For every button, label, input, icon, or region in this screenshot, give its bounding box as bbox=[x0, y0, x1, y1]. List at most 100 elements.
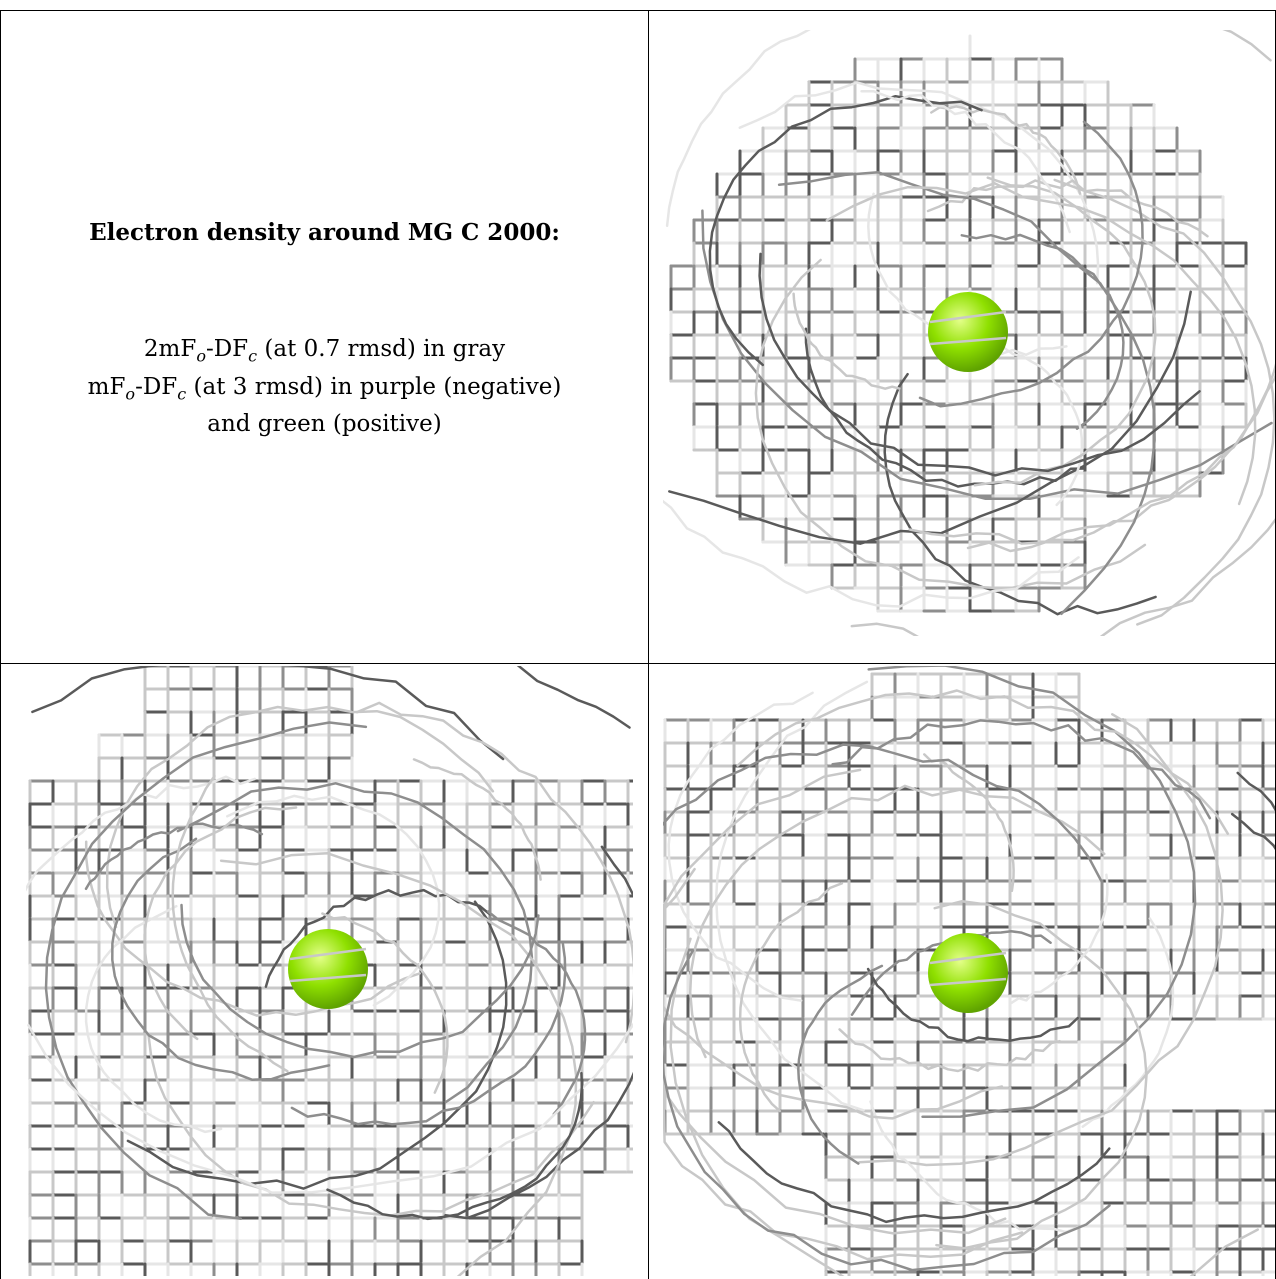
mesh-strand bbox=[738, 882, 844, 1113]
magnesium-ion-sphere bbox=[288, 929, 368, 1009]
caption-line1-a: 2mF bbox=[143, 336, 197, 362]
mesh-strand bbox=[663, 1004, 1004, 1120]
mesh-strand bbox=[1053, 178, 1275, 626]
mesh-segment bbox=[929, 951, 1007, 965]
mesh-strand bbox=[663, 867, 1024, 1261]
electron-density-mesh bbox=[663, 30, 1275, 636]
mesh-strand bbox=[926, 179, 1209, 238]
mesh-strand bbox=[663, 743, 1103, 882]
caption-cell: Electron density around MG C 2000: 2mFo-… bbox=[1, 11, 648, 663]
mesh-segment bbox=[289, 947, 367, 961]
mesh-strand bbox=[1081, 917, 1175, 1128]
electron-density-mesh bbox=[663, 666, 1275, 1276]
mesh-strand bbox=[147, 1033, 595, 1217]
mesh-strand bbox=[663, 949, 1111, 1272]
caption-line2-b: -DF bbox=[135, 373, 178, 400]
mesh-segment bbox=[929, 310, 1007, 324]
mesh-strand bbox=[111, 837, 331, 1081]
mesh-strand bbox=[825, 182, 1257, 506]
mesh-strand bbox=[717, 1121, 1111, 1224]
mesh-svg bbox=[26, 666, 633, 1276]
mesh-strand bbox=[918, 120, 1144, 408]
caption-title: Electron density around MG C 2000: bbox=[89, 219, 560, 246]
mesh-strand bbox=[1009, 873, 1109, 1005]
table-border-middle bbox=[0, 663, 1276, 664]
caption-line1-sub2: c bbox=[248, 346, 258, 366]
mesh-strand bbox=[858, 713, 1224, 1167]
mesh-strand bbox=[321, 912, 449, 1094]
mesh-strand bbox=[838, 1028, 1061, 1073]
mesh-strand bbox=[923, 753, 1015, 893]
mesh-strand bbox=[867, 192, 1068, 357]
caption-line2-c: (at 3 rmsd) in purple (negative) bbox=[186, 373, 562, 400]
mesh-svg bbox=[663, 30, 1275, 636]
mesh-strand bbox=[738, 81, 1100, 285]
mesh-strand bbox=[708, 94, 983, 367]
mesh-strand bbox=[792, 292, 901, 390]
caption-line2-sub1: o bbox=[125, 384, 136, 404]
density-view-bottom-left bbox=[26, 666, 633, 1276]
mesh-strand bbox=[31, 666, 505, 761]
mesh-strand bbox=[219, 852, 578, 1276]
mesh-strand bbox=[960, 233, 1125, 430]
mesh-strand bbox=[866, 967, 1079, 1043]
mesh-strand bbox=[412, 758, 542, 881]
mesh-strand bbox=[663, 768, 1007, 1235]
mesh-strand bbox=[44, 721, 368, 1221]
mesh-strand bbox=[486, 910, 587, 1116]
mesh-strand bbox=[970, 343, 1084, 507]
mesh-strand bbox=[883, 372, 1157, 616]
mesh-strand bbox=[930, 105, 1082, 195]
mesh-strand bbox=[867, 666, 1197, 1119]
mesh-strand bbox=[714, 680, 869, 1112]
caption-line-green: and green (positive) bbox=[207, 411, 442, 438]
magnesium-ion-sphere bbox=[928, 292, 1008, 372]
mesh-strand bbox=[27, 1022, 633, 1194]
table-border-center bbox=[648, 10, 649, 1279]
mesh-strand bbox=[84, 904, 223, 1134]
mesh-strand bbox=[176, 782, 534, 1104]
caption-line-2mfo-dfc: 2mFo-DFc (at 0.7 rmsd) in gray bbox=[1, 334, 648, 372]
mesh-strand bbox=[850, 930, 1052, 1016]
mesh-strand bbox=[143, 806, 298, 1041]
mesh-strand bbox=[1230, 812, 1275, 850]
mesh-strand bbox=[869, 1100, 1079, 1234]
mesh-segment bbox=[929, 977, 1007, 987]
mesh-strand bbox=[758, 252, 1201, 477]
mesh-strand bbox=[180, 903, 540, 1059]
table-border-top bbox=[0, 10, 1276, 11]
mesh-strand bbox=[777, 171, 1156, 616]
caption-line1-b: -DF bbox=[205, 336, 249, 362]
mesh-strand bbox=[966, 363, 1275, 553]
mesh-strand bbox=[84, 840, 421, 1017]
mesh-strand bbox=[226, 794, 441, 1007]
mesh-strand bbox=[933, 899, 1148, 1250]
mesh-strand bbox=[797, 964, 884, 1165]
density-view-bottom-right bbox=[663, 666, 1275, 1276]
mesh-strand bbox=[667, 691, 814, 1002]
caption-line1-sub1: o bbox=[196, 346, 206, 366]
mesh-strand bbox=[326, 1071, 584, 1221]
mesh-strand bbox=[444, 845, 633, 1220]
mesh-strand bbox=[290, 941, 567, 1126]
mesh-strand bbox=[516, 666, 631, 729]
electron-density-mesh bbox=[26, 666, 633, 1276]
caption-line2-a: mF bbox=[87, 373, 126, 400]
mesh-strand bbox=[908, 373, 1275, 545]
mesh-strand bbox=[754, 258, 1147, 590]
caption-description: 2mFo-DFc (at 0.7 rmsd) in gray mFo-DFc (… bbox=[1, 334, 648, 439]
mesh-svg bbox=[663, 666, 1275, 1276]
magnesium-ion-sphere bbox=[928, 933, 1008, 1013]
mesh-strand bbox=[665, 30, 811, 228]
mesh-strand bbox=[668, 290, 1192, 545]
mesh-segment bbox=[929, 336, 1007, 346]
mesh-segment bbox=[289, 973, 367, 983]
mesh-strand bbox=[1236, 771, 1275, 812]
mesh-strand bbox=[663, 499, 1080, 608]
mesh-strand bbox=[126, 900, 508, 1190]
caption-line1-c: (at 0.7 rmsd) in gray bbox=[257, 336, 506, 362]
density-view-top-right bbox=[663, 30, 1275, 636]
mesh-strand bbox=[804, 327, 1087, 488]
mesh-strand bbox=[831, 719, 1212, 820]
